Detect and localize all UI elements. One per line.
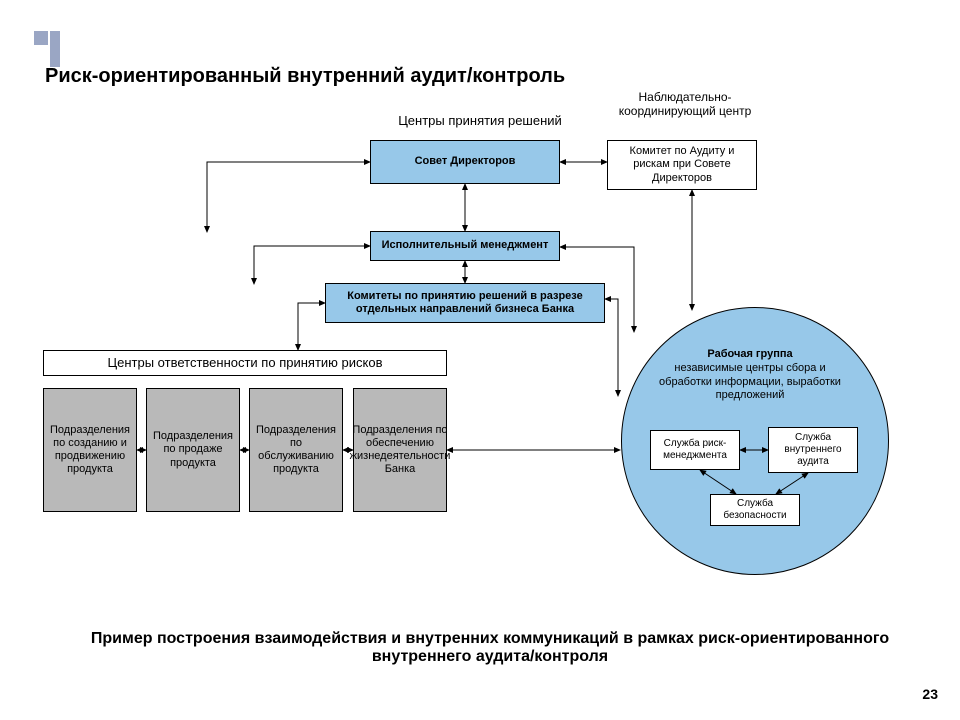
node-risk-mgmt: Служба риск-менеджмента [650, 430, 740, 470]
workgroup-title: Рабочая группа независимые центры сбора … [655, 348, 845, 403]
label-supervisory: Наблюдательно-координирующий центр [610, 91, 760, 119]
node-security: Служба безопасности [710, 494, 800, 526]
node-dept-create: Подразделения по созданию и продвижению … [43, 388, 137, 512]
slide-subtitle: Пример построения взаимодействия и внутр… [90, 630, 890, 666]
node-dept-service: Подразделения по обслуживанию продукта [249, 388, 343, 512]
node-board: Совет Директоров [370, 140, 560, 184]
node-responsibility-header: Центры ответственности по принятию риско… [43, 350, 447, 376]
page-number: 23 [922, 686, 938, 702]
node-internal-audit: Служба внутреннего аудита [768, 427, 858, 473]
workgroup-title-bold: Рабочая группа [707, 348, 792, 360]
node-committee: Комитет по Аудиту и рискам при Совете Ди… [607, 140, 757, 190]
corner-box-1 [34, 31, 48, 45]
workgroup-desc: независимые центры сбора и обработки инф… [659, 362, 841, 402]
responsibility-header-text: Центры ответственности по принятию риско… [108, 355, 383, 371]
label-decision-centers: Центры принятия решений [370, 113, 590, 128]
slide-title: Риск-ориентированный внутренний аудит/ко… [45, 65, 565, 88]
node-exec: Исполнительный менеджмент [370, 231, 560, 261]
node-dept-support: Подразделения по обеспечению жизнедеятел… [353, 388, 447, 512]
corner-box-2 [50, 31, 60, 67]
node-dept-sales: Подразделения по продаже продукта [146, 388, 240, 512]
node-bank-committees: Комитеты по принятию решений в разрезе о… [325, 283, 605, 323]
